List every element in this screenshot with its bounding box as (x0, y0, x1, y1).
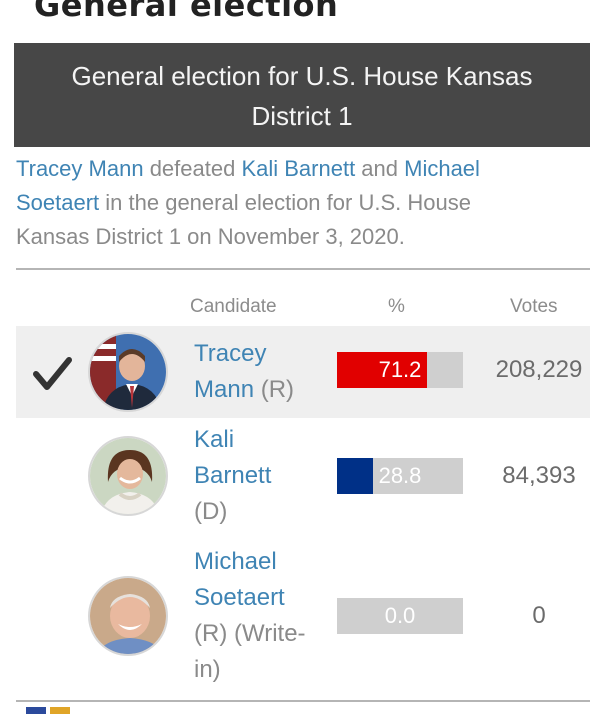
candidate-party: (R) (254, 376, 295, 403)
section-heading: General election (34, 0, 339, 24)
vote-share-label: 0.0 (384, 603, 416, 628)
candidate-name-line: Soetaert (194, 584, 285, 611)
vote-share-bar: 0.0 (337, 598, 463, 634)
candidate-row: Kali Barnett (D) 28.8 84,393 (16, 420, 590, 534)
results-summary: Tracey Mann defeated Kali Barnett and Mi… (16, 152, 576, 254)
winner-link[interactable]: Tracey Mann (16, 156, 144, 181)
candidate-row: Michael Soetaert (R) (Write- in) 0.0 0 (16, 540, 590, 692)
vote-share-bar: 28.8 (337, 458, 463, 494)
results-title-line-2: District 1 (251, 101, 353, 131)
candidate-name[interactable]: Tracey Mann (R) (194, 336, 294, 408)
candidate-party: (D) (194, 498, 228, 525)
candidate-avatar (88, 332, 168, 412)
candidate-party-line: (R) (Write- (194, 620, 306, 647)
candidate-link-barnett[interactable]: Kali Barnett (241, 156, 356, 181)
link-text: Soetaert (16, 190, 100, 215)
candidate-name-line: Tracey (194, 340, 267, 367)
candidate-party-line: in) (194, 656, 221, 683)
election-results-widget: General election General election for U.… (4, 0, 600, 714)
results-title-box: General election for U.S. House Kansas D… (14, 43, 590, 147)
candidate-row: Tracey Mann (R) 71.2 208,229 (16, 326, 590, 418)
column-header-candidate: Candidate (190, 296, 277, 317)
vote-share-label: 71.2 (378, 357, 422, 382)
link-text: Michael (404, 156, 480, 181)
checkmark-icon (33, 357, 72, 390)
summary-text: in the general election for U.S. House (99, 190, 471, 215)
column-header-percent: % (388, 296, 405, 317)
results-title-line-1: General election for U.S. House Kansas (71, 61, 533, 91)
summary-text: Kansas District 1 on November 3, 2020. (16, 224, 405, 249)
vote-share-label: 28.8 (378, 463, 422, 488)
candidate-avatar (88, 436, 168, 516)
vote-count: 84,393 (502, 462, 576, 489)
candidate-name-line: Kali (194, 426, 235, 453)
candidate-link-soetaert[interactable]: Michael Soetaert (16, 156, 480, 215)
vote-count: 208,229 (495, 356, 583, 383)
candidate-name-line: Mann (194, 376, 255, 403)
summary-text: defeated (143, 156, 242, 181)
divider (16, 700, 590, 702)
ballotpedia-logo-icon (26, 707, 70, 714)
candidate-name-line: Michael (194, 548, 277, 575)
vote-share-fill (337, 458, 374, 494)
vote-share-fill (337, 352, 427, 388)
summary-text: and (355, 156, 405, 181)
candidate-name[interactable]: Kali Barnett (D) (194, 422, 271, 530)
divider (16, 268, 590, 270)
vote-share-bar: 71.2 (337, 352, 463, 388)
candidate-name-line: Barnett (194, 462, 272, 489)
candidate-name[interactable]: Michael Soetaert (R) (Write- in) (194, 544, 306, 688)
column-header-votes: Votes (510, 296, 558, 317)
candidate-avatar (88, 576, 168, 656)
vote-count: 0 (532, 602, 546, 629)
